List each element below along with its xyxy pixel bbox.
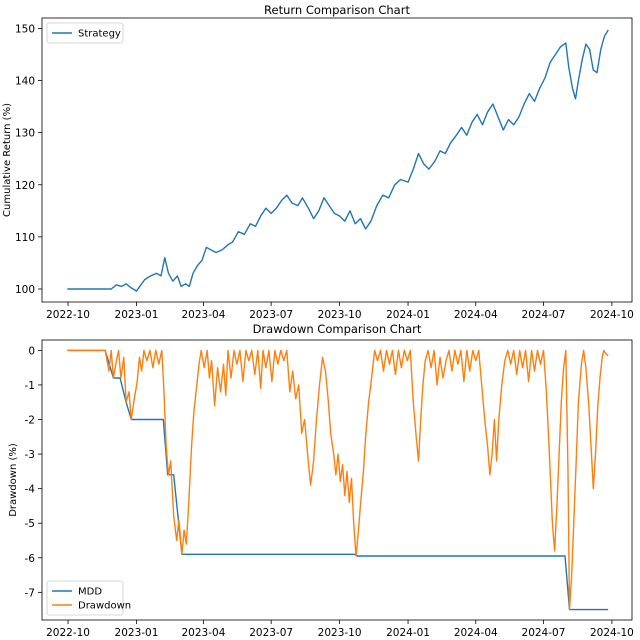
return-chart-frame xyxy=(41,17,633,303)
return-y-tick-label: 140 xyxy=(15,76,35,88)
drawdown-x-tick-label: 2023-04 xyxy=(182,627,226,639)
drawdown-y-tick-label: -5 xyxy=(25,518,35,530)
drawdown-x-tick-label: 2023-01 xyxy=(115,627,159,639)
return-x-tick-label: 2024-04 xyxy=(454,309,498,321)
return-legend-label-strategy: Strategy xyxy=(78,29,121,40)
drawdown-chart-frame xyxy=(41,339,633,621)
drawdown-x-tick-label: 2023-10 xyxy=(318,627,362,639)
return-chart-title: Return Comparison Chart xyxy=(264,3,410,17)
drawdown-y-tick-label: 0 xyxy=(28,345,35,357)
return-x-tick-label: 2022-10 xyxy=(46,309,90,321)
return-chart-legend: Strategy xyxy=(46,22,124,44)
return-x-tick-label: 2024-07 xyxy=(522,309,566,321)
return-y-tick-label: 100 xyxy=(15,284,35,296)
return-x-tick-label: 2023-01 xyxy=(115,309,159,321)
drawdown-chart: Drawdown Comparison Chart Drawdown (%) 0… xyxy=(8,322,634,639)
drawdown-series-mdd-line xyxy=(67,349,609,611)
drawdown-legend-label-mdd: MDD xyxy=(78,587,102,598)
drawdown-x-tick-label: 2024-10 xyxy=(590,627,634,639)
drawdown-x-tick-label: 2024-01 xyxy=(386,627,430,639)
return-chart-x-ticks: 2022-10 2023-01 2023-04 2023-07 2023-10 2024-… xyxy=(46,302,634,321)
return-x-tick-label: 2024-10 xyxy=(590,309,634,321)
drawdown-x-tick-label: 2022-10 xyxy=(46,627,90,639)
return-y-tick-label: 120 xyxy=(15,180,35,192)
return-series-strategy-line xyxy=(67,29,609,292)
drawdown-chart-legend: MDD Drawdown xyxy=(46,580,131,616)
return-x-tick-label: 2023-10 xyxy=(318,309,362,321)
return-chart: Return Comparison Chart Cumulative Retur… xyxy=(2,3,634,321)
drawdown-series-drawdown-line xyxy=(67,349,609,611)
return-legend-box xyxy=(46,22,124,44)
return-x-tick-label: 2024-01 xyxy=(386,309,430,321)
drawdown-y-tick-label: -6 xyxy=(25,553,36,565)
drawdown-y-tick-label: -4 xyxy=(25,484,36,496)
drawdown-y-tick-label: -1 xyxy=(25,380,35,392)
drawdown-chart-x-ticks: 2022-10 2023-01 2023-04 2023-07 2023-10 2024-… xyxy=(46,620,634,639)
return-y-tick-label: 130 xyxy=(15,128,35,140)
return-chart-y-ticks: 100 110 120 130 140 150 xyxy=(15,23,42,296)
drawdown-x-tick-label: 2024-07 xyxy=(522,627,566,639)
drawdown-x-tick-label: 2023-07 xyxy=(249,627,293,639)
drawdown-x-tick-label: 2024-04 xyxy=(454,627,498,639)
return-x-tick-label: 2023-07 xyxy=(249,309,293,321)
return-y-tick-label: 110 xyxy=(15,232,35,244)
drawdown-y-tick-label: -7 xyxy=(25,587,35,599)
drawdown-y-tick-label: -2 xyxy=(25,415,35,427)
drawdown-chart-title: Drawdown Comparison Chart xyxy=(253,322,422,336)
drawdown-chart-y-axis-label: Drawdown (%) xyxy=(8,443,19,517)
drawdown-legend-box xyxy=(46,580,124,616)
return-x-tick-label: 2023-04 xyxy=(182,309,226,321)
drawdown-y-tick-label: -3 xyxy=(25,449,35,461)
drawdown-legend-label-drawdown: Drawdown xyxy=(78,601,131,612)
return-y-tick-label: 150 xyxy=(15,23,35,35)
return-chart-y-axis-label: Cumulative Return (%) xyxy=(2,103,13,217)
drawdown-chart-y-ticks: 0 -1 -2 -3 -4 -5 -6 -7 xyxy=(25,345,42,599)
